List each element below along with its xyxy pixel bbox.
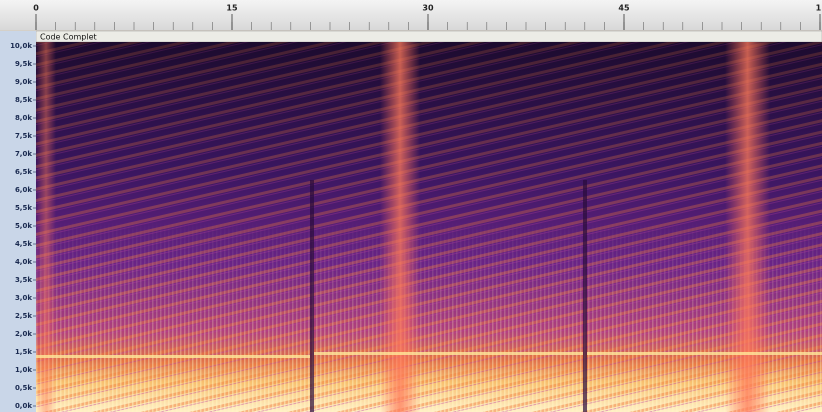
frequency-label: 5,5k <box>15 204 32 212</box>
frequency-label: 4,0k <box>15 258 32 266</box>
frequency-label: 3,0k <box>15 294 32 302</box>
ruler-label: 1: <box>816 4 822 13</box>
spectrogram <box>36 42 822 412</box>
page: {"ruler": {"labels": ["0", "15", "30", "… <box>0 0 822 412</box>
frequency-label: 4,5k <box>15 240 32 248</box>
ruler-label: 0 <box>33 4 39 13</box>
frequency-label: 6,5k <box>15 168 32 176</box>
track-name: Code Complet <box>40 33 97 42</box>
frequency-label: 9,5k <box>15 60 32 68</box>
frequency-label: 1,5k <box>15 348 32 356</box>
frequency-label: 0,5k <box>15 384 32 392</box>
timeline-ruler[interactable] <box>0 0 822 30</box>
ruler-label: 30 <box>422 4 434 13</box>
frequency-label: 8,5k <box>15 96 32 104</box>
frequency-label: 3,5k <box>15 276 32 284</box>
frequency-label: 7,5k <box>15 132 32 140</box>
frequency-label: 2,5k <box>15 312 32 320</box>
frequency-label: 5,0k <box>15 222 32 230</box>
ruler-label: 45 <box>618 4 630 13</box>
frequency-label: 0,0k <box>15 402 32 410</box>
track-header[interactable] <box>36 31 822 42</box>
frequency-label: 8,0k <box>15 114 32 122</box>
frequency-label: 2,0k <box>15 330 32 338</box>
ruler-label: 15 <box>226 4 238 13</box>
spectrogram-window: 0 15 30 45 1: Code Complet 10,0k 9,5k 9,0k 8,5k… <box>0 0 822 412</box>
frequency-label: 9,0k <box>15 78 32 86</box>
frequency-label: 6,0k <box>15 186 32 194</box>
frequency-label: 7,0k <box>15 150 32 158</box>
frequency-label: 1,0k <box>15 366 32 374</box>
frequency-label: 10,0k <box>10 42 32 50</box>
